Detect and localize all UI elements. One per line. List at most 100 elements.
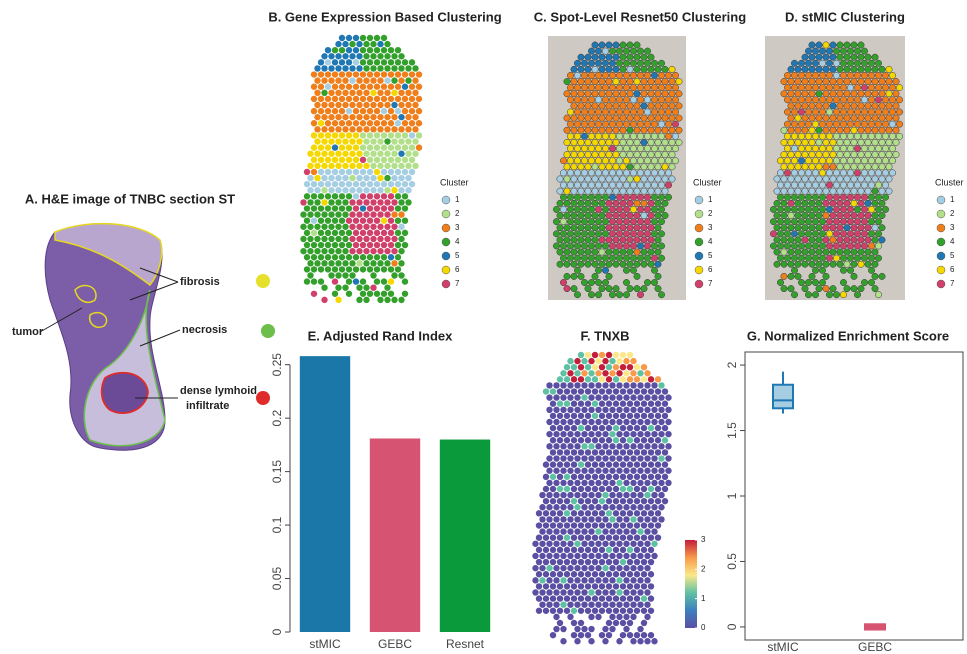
spot bbox=[823, 212, 829, 218]
spot bbox=[574, 267, 580, 273]
spot bbox=[788, 188, 794, 194]
spot bbox=[349, 126, 355, 132]
spot bbox=[567, 182, 573, 188]
spot bbox=[788, 212, 794, 218]
spot bbox=[833, 145, 839, 151]
spot bbox=[346, 205, 352, 211]
spot bbox=[837, 91, 843, 97]
spot bbox=[644, 455, 650, 461]
legend-label: 2 bbox=[950, 209, 955, 218]
spot bbox=[655, 401, 661, 407]
spot bbox=[648, 54, 654, 60]
spot bbox=[620, 461, 626, 467]
spot bbox=[844, 200, 850, 206]
spot bbox=[613, 176, 619, 182]
spot bbox=[564, 449, 570, 455]
spot bbox=[300, 211, 306, 217]
spot bbox=[812, 255, 818, 261]
spot bbox=[844, 115, 850, 121]
spot bbox=[844, 237, 850, 243]
spot bbox=[627, 486, 633, 492]
spot bbox=[613, 413, 619, 419]
spot bbox=[398, 199, 404, 205]
spot bbox=[581, 601, 587, 607]
spot bbox=[662, 139, 668, 145]
spot bbox=[346, 35, 352, 41]
spot bbox=[798, 60, 804, 66]
spot bbox=[363, 114, 369, 120]
spot bbox=[363, 199, 369, 205]
spot bbox=[627, 237, 633, 243]
spot bbox=[585, 151, 591, 157]
spot bbox=[791, 170, 797, 176]
spot bbox=[669, 139, 675, 145]
spot bbox=[851, 176, 857, 182]
spot bbox=[599, 352, 605, 358]
spot bbox=[574, 407, 580, 413]
spot bbox=[606, 620, 612, 626]
spot bbox=[539, 565, 545, 571]
spot bbox=[581, 121, 587, 127]
spot bbox=[342, 163, 348, 169]
spot bbox=[346, 254, 352, 260]
spot bbox=[395, 132, 401, 138]
spot bbox=[599, 413, 605, 419]
spot bbox=[353, 242, 359, 248]
spot bbox=[550, 571, 556, 577]
spot bbox=[325, 47, 331, 53]
spot bbox=[854, 206, 860, 212]
spot bbox=[613, 620, 619, 626]
spot bbox=[599, 66, 605, 72]
spot bbox=[318, 169, 324, 175]
spot bbox=[872, 212, 878, 218]
spot bbox=[630, 382, 636, 388]
spot bbox=[865, 91, 871, 97]
spot bbox=[571, 285, 577, 291]
spot bbox=[550, 449, 556, 455]
spot bbox=[840, 170, 846, 176]
spot bbox=[335, 260, 341, 266]
spot bbox=[879, 225, 885, 231]
spot bbox=[637, 626, 643, 632]
spot bbox=[585, 413, 591, 419]
spot bbox=[795, 151, 801, 157]
spot bbox=[388, 193, 394, 199]
spot bbox=[314, 163, 320, 169]
spot bbox=[409, 181, 415, 187]
spot bbox=[868, 97, 874, 103]
spot bbox=[560, 455, 566, 461]
spot bbox=[833, 84, 839, 90]
spot bbox=[571, 437, 577, 443]
spot bbox=[627, 498, 633, 504]
spot bbox=[557, 608, 563, 614]
spot bbox=[402, 108, 408, 114]
spot bbox=[553, 553, 559, 559]
spot bbox=[381, 169, 387, 175]
spot bbox=[641, 461, 647, 467]
spot bbox=[606, 595, 612, 601]
spot bbox=[574, 516, 580, 522]
spot bbox=[861, 145, 867, 151]
spot bbox=[581, 394, 587, 400]
spot bbox=[809, 176, 815, 182]
spot bbox=[543, 595, 549, 601]
spot bbox=[370, 260, 376, 266]
spot bbox=[620, 249, 626, 255]
spot bbox=[588, 468, 594, 474]
spot bbox=[889, 72, 895, 78]
spot bbox=[353, 181, 359, 187]
spot bbox=[812, 97, 818, 103]
spot bbox=[581, 72, 587, 78]
spot bbox=[823, 66, 829, 72]
spot bbox=[314, 248, 320, 254]
spot bbox=[585, 535, 591, 541]
spot bbox=[662, 164, 668, 170]
spot bbox=[823, 115, 829, 121]
spot bbox=[595, 133, 601, 139]
legend-label: 2 bbox=[708, 209, 713, 218]
y-tick-label: 1 bbox=[725, 492, 739, 499]
spot bbox=[592, 425, 598, 431]
spot bbox=[662, 449, 668, 455]
spot bbox=[896, 133, 902, 139]
spot bbox=[648, 632, 654, 638]
